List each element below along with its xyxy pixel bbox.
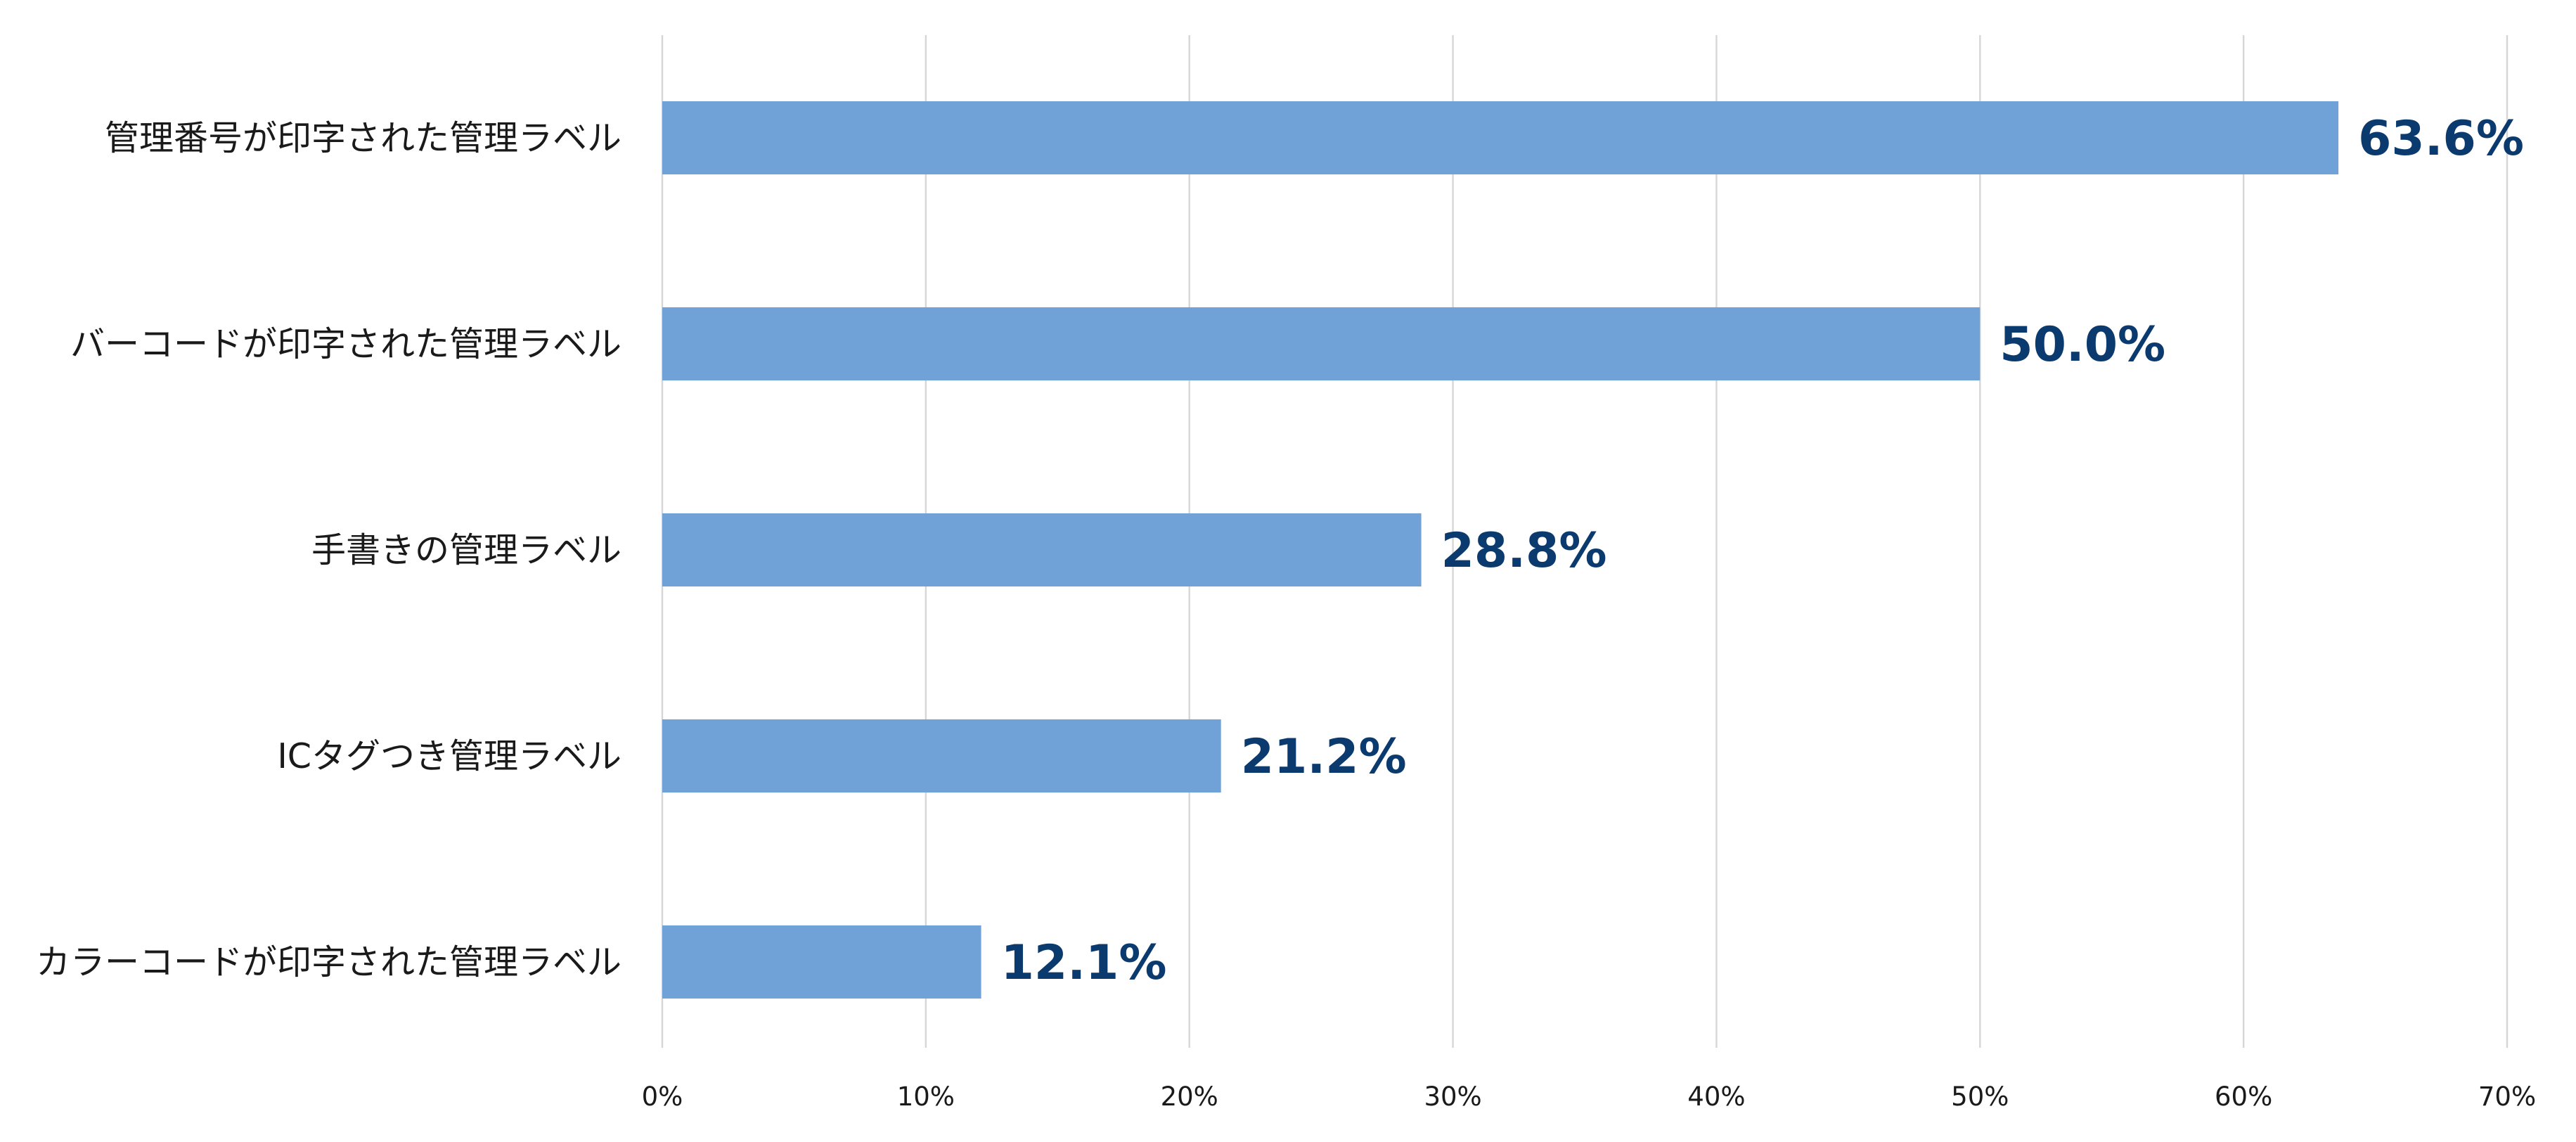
x-tick-label: 60% bbox=[2215, 1082, 2272, 1112]
data-labels: 63.6% 50.0% 28.8% 21.2% 12.1% bbox=[1001, 111, 2524, 991]
bar bbox=[662, 513, 1422, 586]
data-label: 21.2% bbox=[1241, 729, 1407, 785]
x-tick-label: 50% bbox=[1951, 1082, 2009, 1112]
x-tick-label: 30% bbox=[1424, 1082, 1481, 1112]
x-tick-label: 70% bbox=[2478, 1082, 2536, 1112]
x-tick-label: 40% bbox=[1687, 1082, 1745, 1112]
bar bbox=[662, 719, 1221, 793]
bar bbox=[662, 307, 1981, 380]
category-label: 手書きの管理ラベル bbox=[311, 530, 622, 570]
category-labels: 管理番号が印字された管理ラベルバーコードが印字された管理ラベル手書きの管理ラベル… bbox=[36, 118, 622, 982]
data-label: 63.6% bbox=[2358, 111, 2524, 167]
x-tick-label: 20% bbox=[1161, 1082, 1218, 1112]
data-label: 28.8% bbox=[1441, 523, 1607, 579]
data-label: 50.0% bbox=[1999, 317, 2165, 373]
x-tick-label: 10% bbox=[897, 1082, 955, 1112]
category-label: カラーコードが印字された管理ラベル bbox=[36, 942, 622, 982]
x-tick-label: 0% bbox=[642, 1082, 683, 1112]
category-label: バーコードが印字された管理ラベル bbox=[70, 324, 622, 364]
bar bbox=[662, 925, 981, 999]
bars bbox=[662, 101, 2339, 999]
data-label: 12.1% bbox=[1001, 935, 1167, 991]
category-label: 管理番号が印字された管理ラベル bbox=[105, 118, 622, 158]
category-label: ICタグつき管理ラベル bbox=[277, 736, 622, 776]
x-axis-tick-labels: 0% 10% 20% 30% 40% 50% 60% 70% bbox=[642, 1082, 2536, 1112]
bar bbox=[662, 101, 2339, 174]
